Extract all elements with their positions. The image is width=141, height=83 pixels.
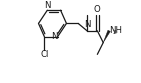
Text: N: N [51, 32, 58, 41]
Text: O: O [94, 5, 101, 14]
Text: NH: NH [110, 26, 123, 35]
Text: N: N [84, 20, 90, 29]
Text: Cl: Cl [40, 50, 49, 59]
Polygon shape [103, 30, 110, 43]
Text: N: N [44, 1, 51, 10]
Text: 2: 2 [112, 30, 116, 35]
